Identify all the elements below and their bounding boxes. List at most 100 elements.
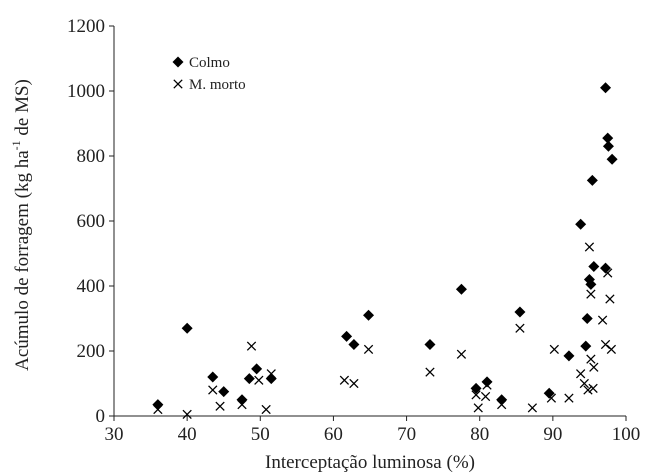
x-tick-label: 90 xyxy=(543,424,562,445)
data-point-diamond xyxy=(581,313,593,324)
data-point-diamond xyxy=(251,363,263,375)
data-point-cross xyxy=(606,344,617,355)
data-point-cross xyxy=(546,393,557,403)
data-point-cross xyxy=(425,367,435,377)
data-point-cross xyxy=(564,393,574,403)
data-point-cross xyxy=(579,378,589,389)
data-point-cross xyxy=(456,349,467,359)
data-point-diamond xyxy=(455,283,467,295)
data-point-cross xyxy=(603,268,613,278)
data-point-cross xyxy=(153,404,163,415)
data-point-diamond xyxy=(580,340,592,352)
y-tick-label: 600 xyxy=(77,211,106,232)
y-axis-title-superscript: -1 xyxy=(9,140,23,150)
x-tick-label: 50 xyxy=(251,424,270,445)
y-ticks: 0 200 400 600 800 1000 1200 xyxy=(67,16,114,427)
data-point-diamond xyxy=(496,394,508,406)
data-point-diamond xyxy=(152,399,164,411)
legend-item-m-morto: M. morto xyxy=(173,77,246,93)
data-point-cross xyxy=(584,242,595,252)
data-point-cross xyxy=(586,289,596,299)
data-point-diamond xyxy=(575,218,587,230)
x-tick-label: 70 xyxy=(397,424,416,445)
y-tick-label: 1000 xyxy=(67,81,105,102)
legend-item-colmo: Colmo xyxy=(172,55,230,71)
data-point-cross xyxy=(237,399,247,410)
y-axis-title: Acúmulo de forragem (kg ha-1 de MS) xyxy=(9,79,33,371)
legend-marker-cross xyxy=(173,79,183,89)
x-ticks: 30 40 50 60 70 80 90 100 xyxy=(105,416,640,445)
y-tick-label: 1200 xyxy=(67,16,105,37)
series-layer xyxy=(152,82,618,420)
data-point-diamond xyxy=(481,376,493,388)
legend: Colmo M. morto xyxy=(172,55,246,93)
legend-marker xyxy=(172,56,184,68)
data-point-cross xyxy=(473,403,483,413)
data-point-cross xyxy=(482,380,492,390)
data-point-cross xyxy=(480,391,491,402)
data-point-cross xyxy=(575,369,586,379)
data-point-diamond xyxy=(236,394,248,406)
y-tick-label: 0 xyxy=(96,406,106,427)
data-point-cross xyxy=(549,344,559,355)
data-point-diamond xyxy=(602,132,614,144)
data-point-cross xyxy=(246,341,257,351)
y-tick-label: 200 xyxy=(77,341,106,362)
y-tick-label: 400 xyxy=(77,276,106,297)
data-point-diamond xyxy=(514,306,526,318)
y-axis-title-main: Acúmulo de forragem (kg ha xyxy=(12,150,33,371)
data-point-cross xyxy=(586,354,596,364)
legend-label-m-morto: M. morto xyxy=(189,77,246,93)
data-point-cross xyxy=(266,369,276,379)
data-point-cross xyxy=(496,399,507,410)
data-point-diamond xyxy=(563,350,575,362)
data-point-diamond xyxy=(348,339,360,350)
x-tick-label: 40 xyxy=(178,424,197,445)
data-point-cross xyxy=(471,390,481,400)
data-point-diamond xyxy=(585,278,597,290)
data-point-diamond xyxy=(265,373,277,385)
x-tick-label: 60 xyxy=(324,424,343,445)
data-point-diamond xyxy=(218,386,230,398)
data-point-cross xyxy=(182,409,192,420)
legend-marker xyxy=(173,79,183,89)
data-point-cross xyxy=(597,315,608,325)
data-point-diamond xyxy=(606,153,618,165)
data-point-diamond xyxy=(424,339,436,350)
data-point-cross xyxy=(363,344,374,355)
x-axis-title: Interceptação luminosa (%) xyxy=(265,452,475,473)
data-point-cross xyxy=(515,323,525,333)
data-point-diamond xyxy=(586,174,598,186)
data-point-cross xyxy=(589,362,599,372)
series-m-morto xyxy=(153,242,617,420)
series-colmo xyxy=(152,82,618,411)
data-point-cross xyxy=(339,375,350,385)
legend-label-colmo: Colmo xyxy=(189,55,230,71)
data-point-cross xyxy=(527,403,538,413)
data-point-diamond xyxy=(207,371,219,383)
data-point-cross xyxy=(261,404,271,415)
data-point-cross xyxy=(349,378,359,389)
x-tick-label: 80 xyxy=(470,424,489,445)
data-point-diamond xyxy=(181,322,193,334)
data-point-diamond xyxy=(600,82,612,94)
data-point-diamond xyxy=(363,309,375,321)
data-point-diamond xyxy=(341,330,353,342)
y-tick-label: 800 xyxy=(77,146,106,167)
data-point-cross xyxy=(600,339,611,350)
data-point-diamond xyxy=(600,262,612,274)
data-point-cross xyxy=(583,385,593,395)
legend-marker-diamond xyxy=(172,56,184,68)
data-point-cross xyxy=(254,375,264,385)
data-point-diamond xyxy=(543,387,555,399)
data-point-cross xyxy=(605,294,615,304)
data-point-diamond xyxy=(602,140,614,152)
data-point-diamond xyxy=(588,261,600,272)
data-point-cross xyxy=(588,383,598,394)
data-point-cross xyxy=(208,385,218,395)
data-point-diamond xyxy=(470,382,482,394)
data-point-cross xyxy=(215,401,225,411)
data-point-diamond xyxy=(243,373,255,385)
y-axis-title-tail: de MS) xyxy=(12,79,33,140)
